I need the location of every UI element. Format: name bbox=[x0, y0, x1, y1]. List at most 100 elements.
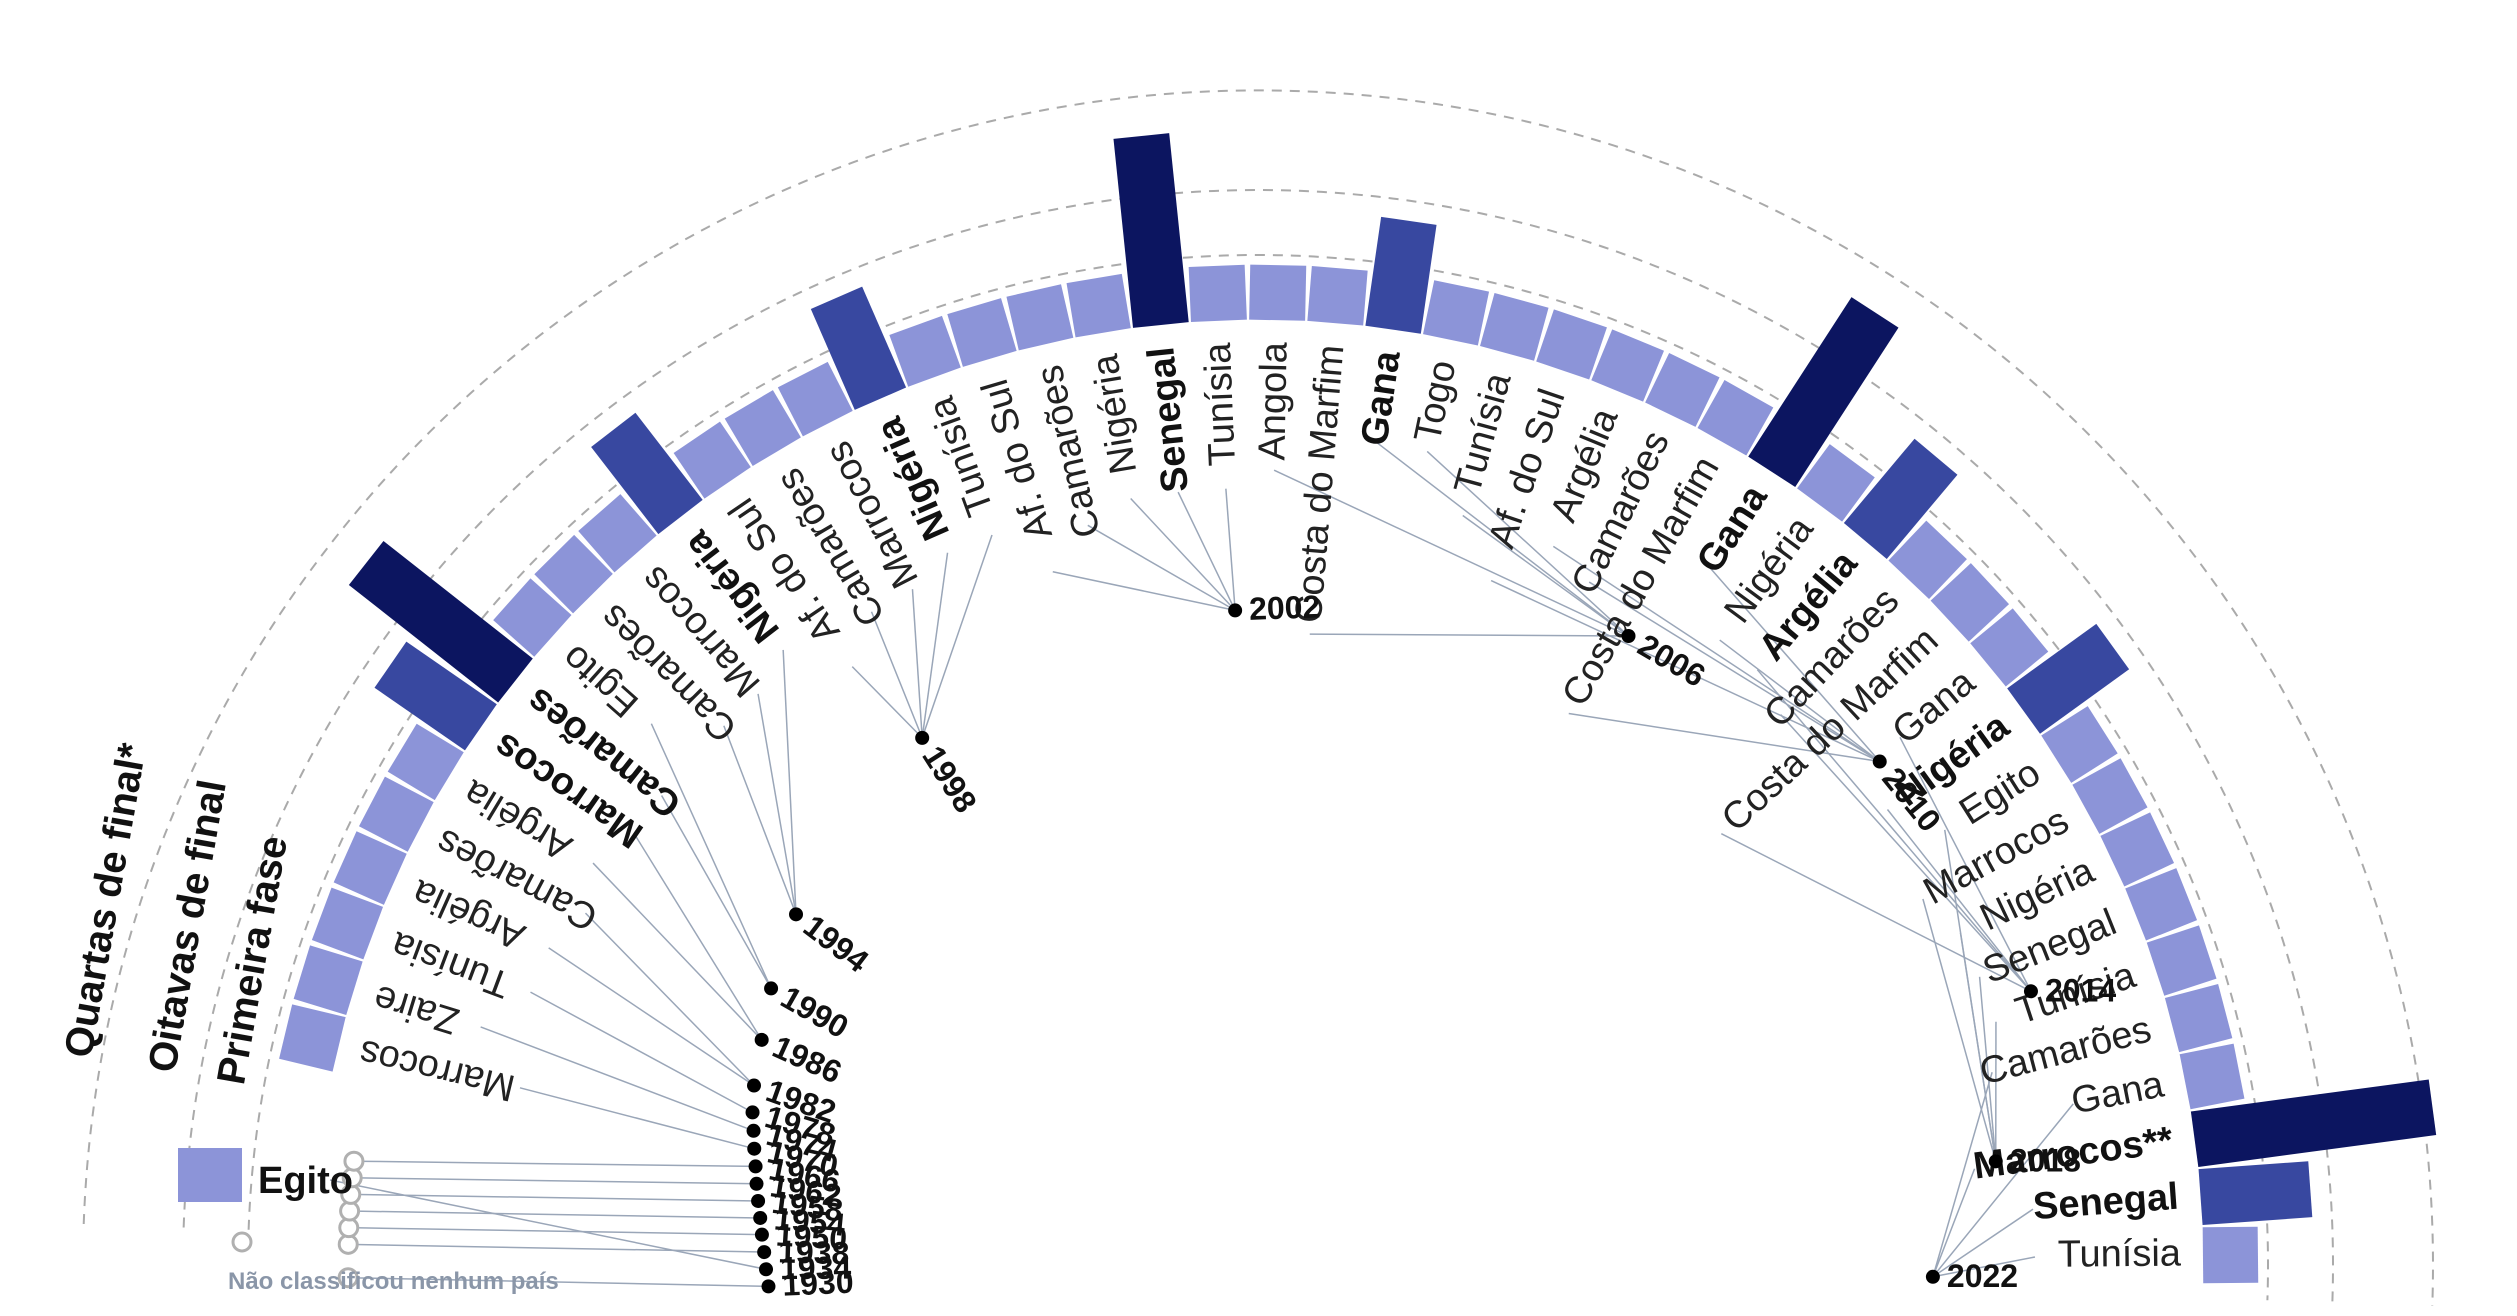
bar-2014-camaroes bbox=[1888, 520, 1967, 600]
edition-2022: 2022 bbox=[1925, 1258, 2018, 1294]
year-markers: 1930193419381950195419581962196619701974… bbox=[745, 588, 2116, 1303]
connector-line bbox=[757, 693, 797, 915]
bar-2002-tunisia bbox=[1188, 264, 1247, 322]
connector-line bbox=[1932, 1256, 2036, 1278]
bar-2006-tunisia bbox=[1480, 292, 1549, 361]
connector-line bbox=[1932, 1208, 2034, 1278]
connector-line bbox=[548, 947, 755, 1087]
year-dot bbox=[1925, 1269, 1940, 1284]
year-label: 2014 bbox=[2045, 972, 2116, 1008]
connector-line bbox=[1932, 1103, 2074, 1278]
label-2006-gana: Gana bbox=[1354, 347, 1409, 448]
stage-ring-2 bbox=[182, 189, 2334, 1303]
connector-line bbox=[519, 1087, 755, 1150]
connector-line bbox=[329, 1179, 767, 1271]
connector-line bbox=[1709, 567, 1881, 763]
connector-line bbox=[1087, 524, 1236, 612]
bar-1994-nigeria bbox=[591, 412, 703, 535]
year-label: 1954 bbox=[773, 1200, 847, 1243]
connector-line bbox=[1932, 1072, 1993, 1277]
connector-line bbox=[1756, 669, 2032, 992]
connector-line bbox=[1462, 514, 1629, 637]
connector-line bbox=[921, 534, 993, 739]
year-label: 2018 bbox=[2010, 1142, 2081, 1178]
no-qualifier-marker bbox=[343, 1150, 365, 1172]
connector-line bbox=[1959, 932, 1997, 1162]
bar-2022-senegal bbox=[2198, 1161, 2313, 1226]
label-2002-tunisia: Tunísia bbox=[1197, 341, 1244, 467]
bar-2002-nigeria bbox=[1066, 273, 1131, 338]
label-2022-gana: Gana bbox=[2068, 1063, 2168, 1122]
bar-2022-camaroes bbox=[2164, 983, 2233, 1053]
label-2006-angola: Angola bbox=[1251, 341, 1295, 461]
connector-line bbox=[921, 552, 949, 738]
year-dot bbox=[753, 1210, 768, 1225]
bar-1970-marrocos bbox=[279, 1004, 346, 1072]
connector-line bbox=[633, 832, 763, 1041]
bar-2014-costa-do-marfim bbox=[1930, 563, 2010, 642]
label-2002-nigeria: Nigéria bbox=[1084, 351, 1145, 477]
year-label: 1934 bbox=[780, 1250, 852, 1287]
year-dot bbox=[1228, 603, 1243, 618]
year-dot bbox=[747, 1141, 762, 1156]
year-label: 1958 bbox=[770, 1184, 845, 1229]
bar-1990-camaroes bbox=[348, 540, 533, 703]
year-label: 2022 bbox=[1947, 1258, 2018, 1294]
bar-1986-argelia bbox=[387, 723, 464, 801]
edition-1938: 1938 bbox=[757, 1233, 850, 1271]
bar-2014-gana bbox=[1970, 608, 2049, 687]
no-qualifier-marker bbox=[337, 1267, 359, 1289]
connector-line bbox=[851, 666, 923, 739]
connector-line bbox=[1426, 450, 1630, 637]
bar-2018-egito bbox=[2041, 706, 2118, 783]
connector-line bbox=[1376, 441, 1629, 637]
connector-line bbox=[1309, 633, 1629, 637]
edition-1998: 1998 bbox=[915, 730, 984, 819]
edition-2006: 2006 bbox=[1621, 627, 1712, 694]
bar-2014-nigeria bbox=[2007, 623, 2130, 734]
bar-1982-argelia bbox=[333, 831, 407, 905]
edition-1994: 1994 bbox=[789, 907, 876, 980]
bar-2010-gana bbox=[1748, 297, 1899, 488]
connector-line bbox=[723, 725, 797, 915]
no-qualifier-note: Não classificou nenhum país bbox=[228, 1268, 559, 1295]
connector-line bbox=[1720, 833, 2032, 992]
year-dot bbox=[748, 1159, 763, 1174]
label-2022-tunisia: Tunísia bbox=[2058, 1233, 2182, 1276]
bar-1982-camaroes bbox=[358, 776, 434, 852]
year-dot bbox=[751, 1193, 766, 1208]
year-label: 1938 bbox=[778, 1233, 850, 1271]
edition-1958: 1958 bbox=[751, 1184, 845, 1229]
year-dot bbox=[754, 1032, 769, 1047]
bar-2010-argelia bbox=[1591, 329, 1665, 402]
connector-line bbox=[782, 649, 797, 915]
bar-1998-marrocos bbox=[777, 361, 853, 437]
bar-2006-togo bbox=[1423, 280, 1490, 346]
year-dot bbox=[749, 1176, 764, 1191]
legend-example-label: Egito bbox=[258, 1160, 353, 1202]
connector-line bbox=[348, 1243, 765, 1253]
bar-2002-senegal bbox=[1113, 133, 1189, 328]
label-2006-costa-do-marfim: Costa do Marfim bbox=[1288, 343, 1353, 624]
bar-2018-marrocos bbox=[2072, 758, 2148, 834]
edition-2018: 2018 bbox=[1988, 1142, 2081, 1178]
bar-2018-tunisia bbox=[2146, 925, 2217, 996]
edition-1934: 1934 bbox=[759, 1250, 852, 1287]
edition-1954: 1954 bbox=[753, 1200, 847, 1243]
connector-line bbox=[870, 611, 923, 739]
year-dot bbox=[1872, 754, 1887, 769]
connector-line bbox=[1886, 809, 2032, 992]
label-2006-togo: Togo bbox=[1407, 357, 1465, 446]
year-dot bbox=[1621, 629, 1636, 644]
connector-line bbox=[592, 862, 763, 1041]
connector-line bbox=[911, 589, 923, 738]
bar-2002-af-do-sul bbox=[947, 298, 1017, 367]
year-dot bbox=[745, 1105, 760, 1120]
team-bars bbox=[279, 133, 2437, 1284]
connector-line bbox=[1225, 488, 1236, 611]
connector-line bbox=[584, 912, 755, 1087]
label-2002-senegal: Senegal bbox=[1140, 345, 1197, 494]
legend-hollow-marker bbox=[231, 1231, 253, 1253]
